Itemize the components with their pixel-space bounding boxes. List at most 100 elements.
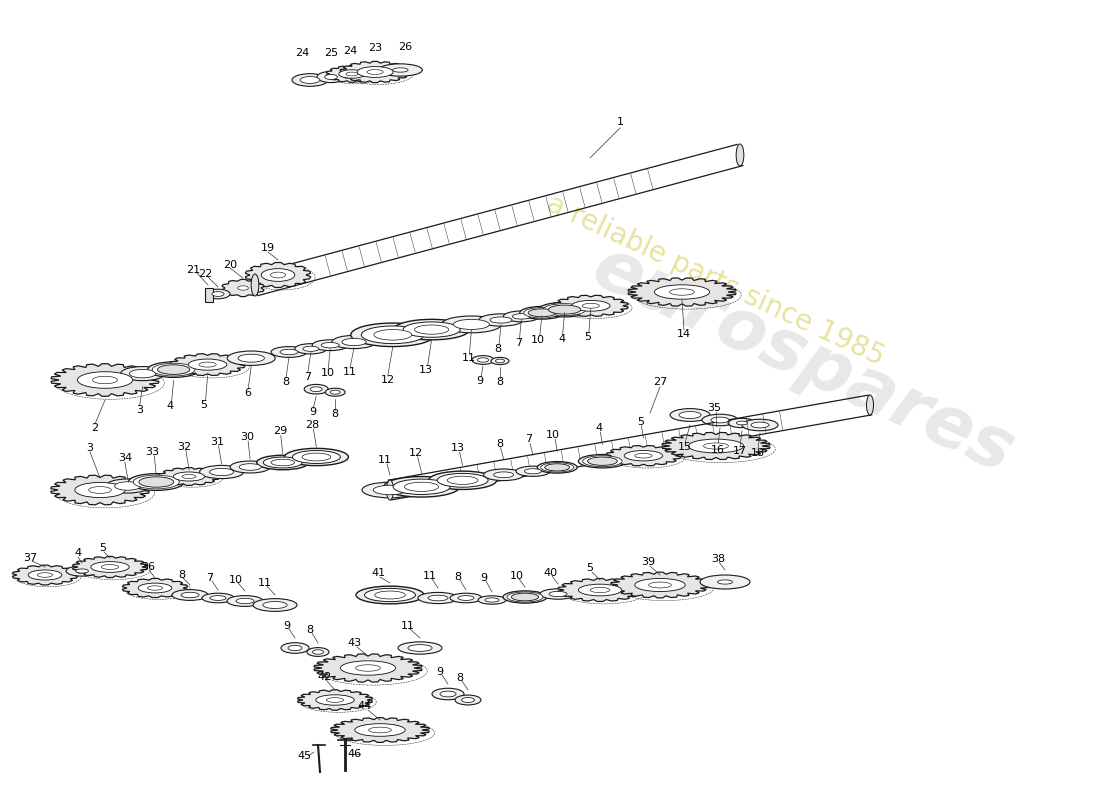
Ellipse shape (92, 376, 118, 384)
Text: 31: 31 (210, 437, 224, 447)
Text: 11: 11 (378, 455, 392, 465)
Bar (205, 288, 213, 302)
Text: 28: 28 (306, 420, 319, 430)
Ellipse shape (238, 286, 249, 290)
Ellipse shape (251, 274, 258, 296)
Text: 29: 29 (273, 426, 287, 437)
Polygon shape (558, 578, 642, 602)
Text: 30: 30 (240, 432, 254, 442)
Ellipse shape (462, 698, 474, 702)
Text: 8: 8 (331, 409, 339, 419)
Ellipse shape (152, 363, 195, 376)
Ellipse shape (368, 727, 392, 733)
Ellipse shape (440, 691, 456, 697)
Ellipse shape (307, 648, 329, 656)
Text: 20: 20 (223, 260, 238, 270)
Ellipse shape (316, 695, 354, 705)
Ellipse shape (537, 462, 578, 473)
Text: 8: 8 (496, 438, 503, 449)
Ellipse shape (512, 593, 539, 601)
Ellipse shape (717, 580, 733, 584)
Text: 5: 5 (637, 417, 644, 426)
Ellipse shape (239, 464, 261, 470)
Ellipse shape (704, 443, 728, 449)
Ellipse shape (157, 365, 189, 374)
Text: 9: 9 (437, 667, 443, 677)
Ellipse shape (263, 457, 302, 468)
Ellipse shape (591, 587, 609, 593)
Ellipse shape (238, 354, 264, 362)
Text: 11: 11 (343, 367, 358, 377)
Ellipse shape (300, 77, 320, 83)
Ellipse shape (528, 309, 556, 317)
Text: 11: 11 (258, 578, 272, 588)
Ellipse shape (458, 595, 474, 600)
Text: 3: 3 (87, 443, 94, 453)
Text: 44: 44 (358, 701, 372, 711)
Text: 11: 11 (424, 571, 437, 581)
Ellipse shape (288, 646, 302, 650)
Ellipse shape (351, 323, 435, 346)
Text: 4: 4 (558, 334, 565, 344)
Ellipse shape (75, 482, 125, 498)
Ellipse shape (504, 311, 539, 322)
Ellipse shape (355, 665, 381, 671)
Ellipse shape (437, 474, 488, 487)
Polygon shape (170, 354, 245, 375)
Ellipse shape (332, 335, 376, 349)
Text: 12: 12 (408, 448, 422, 458)
Ellipse shape (364, 588, 416, 602)
Text: 24: 24 (295, 48, 309, 58)
Text: 23: 23 (368, 43, 382, 53)
Ellipse shape (327, 698, 343, 702)
Ellipse shape (361, 326, 425, 344)
Text: a reliable parts since 1985: a reliable parts since 1985 (541, 190, 889, 370)
Ellipse shape (393, 479, 450, 494)
Ellipse shape (182, 592, 199, 598)
Ellipse shape (679, 411, 701, 418)
Text: 10: 10 (531, 334, 544, 345)
Ellipse shape (520, 306, 564, 319)
Ellipse shape (280, 350, 298, 354)
Ellipse shape (450, 594, 482, 603)
Text: 9: 9 (476, 376, 484, 386)
Text: 17: 17 (733, 446, 747, 456)
Ellipse shape (484, 469, 524, 481)
Ellipse shape (147, 362, 199, 378)
Ellipse shape (384, 477, 460, 497)
Ellipse shape (736, 421, 748, 425)
Ellipse shape (210, 595, 225, 600)
Polygon shape (662, 433, 770, 459)
Text: 5: 5 (200, 400, 207, 410)
Ellipse shape (91, 562, 129, 572)
Ellipse shape (89, 486, 111, 494)
Ellipse shape (302, 453, 331, 461)
Text: 8: 8 (456, 673, 463, 683)
Ellipse shape (106, 479, 150, 493)
Polygon shape (51, 364, 160, 396)
Ellipse shape (367, 70, 383, 74)
Ellipse shape (271, 346, 307, 358)
Ellipse shape (228, 351, 275, 366)
Ellipse shape (478, 596, 506, 604)
Ellipse shape (540, 589, 576, 599)
Ellipse shape (263, 602, 287, 609)
Polygon shape (51, 475, 150, 505)
Ellipse shape (702, 414, 738, 426)
Ellipse shape (751, 422, 769, 428)
Ellipse shape (494, 472, 514, 478)
Ellipse shape (441, 316, 502, 333)
Ellipse shape (403, 322, 460, 338)
Ellipse shape (293, 450, 340, 463)
Text: 27: 27 (653, 377, 667, 387)
Text: 5: 5 (99, 543, 107, 553)
Ellipse shape (285, 448, 349, 466)
Text: 10: 10 (510, 571, 524, 581)
Ellipse shape (182, 474, 196, 478)
Ellipse shape (541, 462, 573, 472)
Text: 37: 37 (23, 553, 37, 563)
Ellipse shape (549, 591, 566, 597)
Ellipse shape (317, 71, 345, 82)
Ellipse shape (453, 319, 490, 330)
Ellipse shape (867, 395, 873, 415)
